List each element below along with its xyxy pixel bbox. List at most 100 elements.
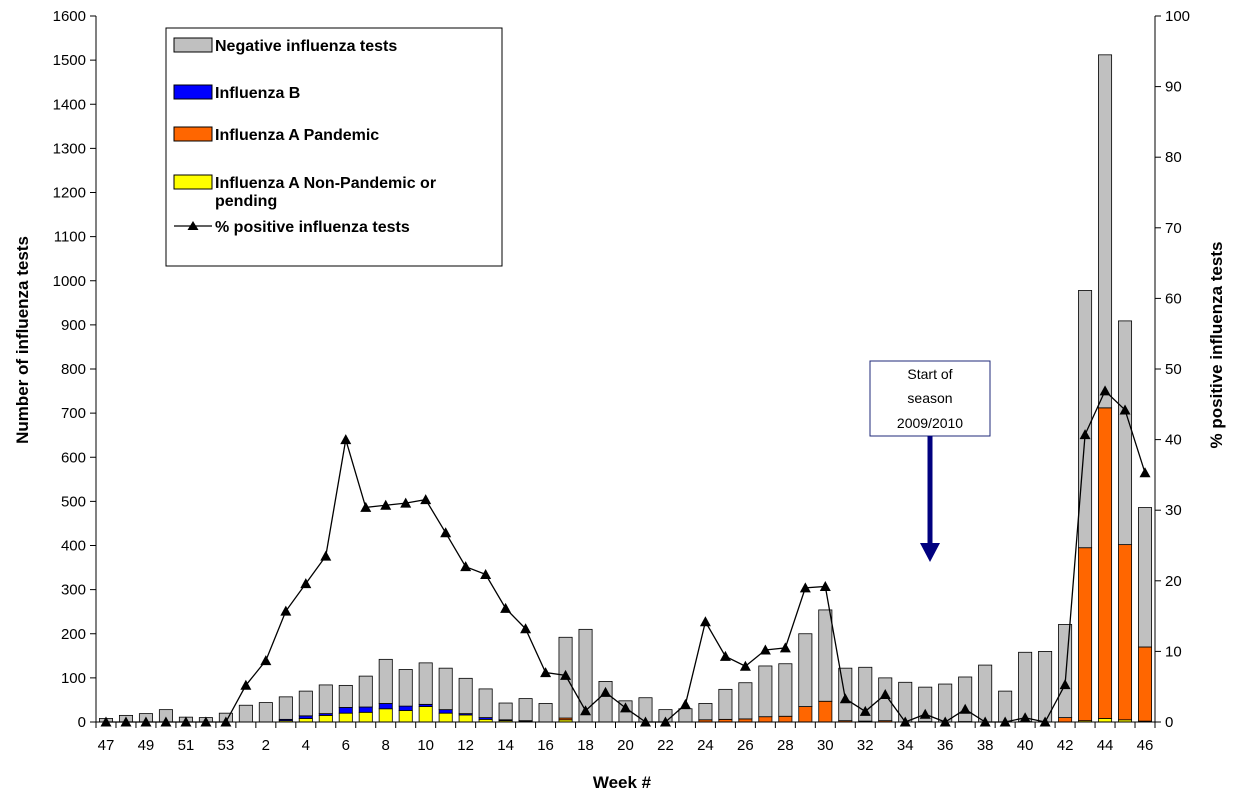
legend-label-non-pandemic-line-2: pending bbox=[215, 193, 277, 210]
bar-negative-influenza-tests-46 bbox=[1138, 507, 1153, 648]
x-tick-label-4: 4 bbox=[302, 737, 310, 754]
bar-negative-influenza-tests-43 bbox=[1078, 290, 1093, 549]
bar-influenza-a-pandemic-46 bbox=[1138, 646, 1153, 722]
legend-label-negative: Negative influenza tests bbox=[215, 38, 397, 55]
legend-label-non-pandemic: Influenza A Non-Pandemic or pending bbox=[215, 175, 436, 210]
x-tick-label-16: 16 bbox=[537, 737, 554, 754]
right-tick-label-10: 10 bbox=[1165, 643, 1182, 660]
right-tick-label-90: 90 bbox=[1165, 79, 1182, 96]
right-tick-label-20: 20 bbox=[1165, 573, 1182, 590]
percent-marker-16 bbox=[540, 667, 552, 678]
left-tick-label-400: 400 bbox=[61, 538, 86, 555]
legend: Negative influenza tests Influenza B Inf… bbox=[165, 27, 503, 267]
x-tick-label-47: 47 bbox=[98, 737, 115, 754]
bar-negative-influenza-tests-44 bbox=[1098, 54, 1113, 409]
bar-influenza-a-non-pandemic-or-pending-44 bbox=[1098, 718, 1113, 723]
bar-negative-influenza-tests-9 bbox=[398, 669, 413, 707]
left-tick-label-900: 900 bbox=[61, 317, 86, 334]
legend-box bbox=[165, 27, 503, 267]
percent-marker-30 bbox=[819, 580, 831, 591]
bar-negative-influenza-tests-26 bbox=[738, 682, 753, 720]
bars-layer bbox=[99, 54, 1153, 723]
left-tick-label-1100: 1100 bbox=[54, 229, 86, 246]
right-tick-label-30: 30 bbox=[1165, 502, 1182, 519]
percent-marker-18 bbox=[580, 705, 592, 716]
bar-influenza-a-non-pandemic-or-pending-12 bbox=[458, 714, 473, 723]
left-tick-label-700: 700 bbox=[61, 405, 86, 422]
left-tick-label-1000: 1000 bbox=[53, 273, 86, 290]
percent-marker-26 bbox=[739, 660, 751, 671]
bar-negative-influenza-tests-27 bbox=[758, 665, 773, 718]
bar-influenza-a-non-pandemic-or-pending-9 bbox=[398, 710, 413, 723]
percent-marker-5 bbox=[320, 550, 332, 561]
bar-influenza-a-non-pandemic-or-pending-8 bbox=[378, 708, 393, 723]
x-tick-label-20: 20 bbox=[617, 737, 634, 754]
bar-negative-influenza-tests-7 bbox=[358, 675, 373, 708]
percent-marker-21 bbox=[639, 716, 651, 727]
percent-marker-53 bbox=[220, 716, 232, 727]
percent-marker-9 bbox=[400, 497, 412, 508]
percent-marker-49 bbox=[140, 716, 152, 727]
bar-negative-influenza-tests-6 bbox=[338, 684, 353, 708]
left-tick-label-800: 800 bbox=[61, 361, 86, 378]
x-tick-label-44: 44 bbox=[1097, 737, 1114, 754]
bar-negative-influenza-tests-5 bbox=[318, 684, 333, 715]
legend-swatch-influenza-b bbox=[173, 84, 213, 100]
percent-marker-28 bbox=[779, 642, 791, 653]
left-tick-label-500: 500 bbox=[61, 493, 86, 510]
bar-influenza-a-pandemic-29 bbox=[798, 706, 813, 723]
bar-influenza-b-6 bbox=[338, 707, 353, 714]
x-tick-label-26: 26 bbox=[737, 737, 754, 754]
percent-marker-47 bbox=[100, 716, 112, 727]
bar-negative-influenza-tests-41 bbox=[1038, 651, 1053, 723]
annotation-line-2: season bbox=[907, 390, 952, 406]
legend-swatch-pandemic bbox=[173, 126, 213, 142]
x-tick-label-10: 10 bbox=[417, 737, 434, 754]
percent-marker-34 bbox=[899, 716, 911, 727]
bar-negative-influenza-tests-2 bbox=[258, 702, 273, 723]
x-tick-label-6: 6 bbox=[342, 737, 350, 754]
x-tick-label-34: 34 bbox=[897, 737, 914, 754]
percent-marker-27 bbox=[759, 644, 771, 655]
bar-negative-influenza-tests-40 bbox=[1018, 651, 1033, 722]
percent-marker-43 bbox=[1079, 429, 1091, 440]
percent-marker-7 bbox=[360, 501, 372, 512]
bar-influenza-a-non-pandemic-or-pending-7 bbox=[358, 711, 373, 723]
legend-label-pandemic: Influenza A Pandemic bbox=[215, 127, 379, 144]
bar-negative-influenza-tests-11 bbox=[438, 667, 453, 711]
bar-negative-influenza-tests-3 bbox=[278, 696, 293, 720]
percent-marker-25 bbox=[719, 650, 731, 661]
percent-marker-33 bbox=[879, 688, 891, 699]
bar-negative-influenza-tests-16 bbox=[538, 703, 553, 723]
percent-marker-14 bbox=[500, 602, 512, 613]
x-tick-label-51: 51 bbox=[178, 737, 195, 754]
x-axis-label: Week # bbox=[593, 773, 652, 792]
percent-marker-2 bbox=[260, 655, 272, 666]
x-tick-label-28: 28 bbox=[777, 737, 794, 754]
right-tick-label-70: 70 bbox=[1165, 220, 1182, 237]
right-tick-label-80: 80 bbox=[1165, 149, 1182, 166]
bar-negative-influenza-tests-23 bbox=[678, 708, 693, 723]
legend-label-influenza-b: Influenza B bbox=[215, 85, 300, 102]
percent-marker-52 bbox=[200, 716, 212, 727]
axes-layer bbox=[90, 15, 1161, 728]
bar-negative-influenza-tests-8 bbox=[378, 658, 393, 704]
bar-negative-influenza-tests-13 bbox=[478, 688, 493, 718]
percent-marker-24 bbox=[699, 616, 711, 627]
x-tick-label-36: 36 bbox=[937, 737, 954, 754]
x-tick-label-42: 42 bbox=[1057, 737, 1074, 754]
right-tick-label-0: 0 bbox=[1165, 714, 1173, 731]
bar-influenza-b-9 bbox=[398, 705, 413, 711]
annotation-line-3: 2009/2010 bbox=[897, 415, 963, 431]
x-tick-label-8: 8 bbox=[382, 737, 390, 754]
bar-negative-influenza-tests-10 bbox=[418, 662, 433, 705]
bar-influenza-a-pandemic-28 bbox=[778, 715, 793, 723]
bar-negative-influenza-tests-45 bbox=[1118, 320, 1133, 546]
bar-influenza-b-7 bbox=[358, 706, 373, 713]
x-tick-label-32: 32 bbox=[857, 737, 874, 754]
bar-negative-influenza-tests-24 bbox=[698, 703, 713, 721]
x-tick-label-53: 53 bbox=[218, 737, 235, 754]
percent-marker-11 bbox=[440, 527, 452, 538]
left-tick-label-1300: 1300 bbox=[53, 140, 86, 157]
percent-marker-6 bbox=[340, 434, 352, 445]
